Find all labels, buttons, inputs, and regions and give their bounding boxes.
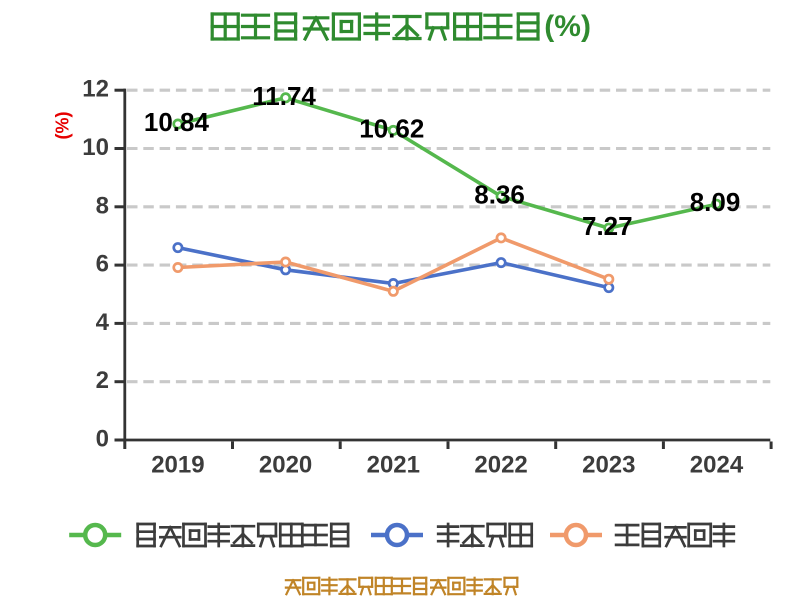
svg-text:7.27: 7.27 <box>582 211 633 241</box>
svg-text:(%): (%) <box>544 10 591 43</box>
svg-text:8.09: 8.09 <box>690 187 741 217</box>
svg-text:8: 8 <box>96 192 109 219</box>
svg-text:10: 10 <box>82 134 109 161</box>
svg-text:12: 12 <box>82 76 109 103</box>
svg-text:2: 2 <box>96 367 109 394</box>
svg-text:10.62: 10.62 <box>359 113 424 143</box>
svg-text:2022: 2022 <box>474 452 527 479</box>
svg-text:2021: 2021 <box>367 452 420 479</box>
svg-text:0: 0 <box>96 426 109 453</box>
svg-text:10.84: 10.84 <box>144 107 210 137</box>
svg-text:2023: 2023 <box>582 452 635 479</box>
svg-text:2019: 2019 <box>151 452 204 479</box>
svg-text:(%): (%) <box>53 112 73 140</box>
svg-text:2024: 2024 <box>690 452 744 479</box>
svg-text:11.74: 11.74 <box>252 81 316 111</box>
svg-text:2020: 2020 <box>259 452 312 479</box>
svg-text:6: 6 <box>96 251 109 278</box>
svg-text:8.36: 8.36 <box>474 179 525 209</box>
svg-text:4: 4 <box>96 309 110 336</box>
